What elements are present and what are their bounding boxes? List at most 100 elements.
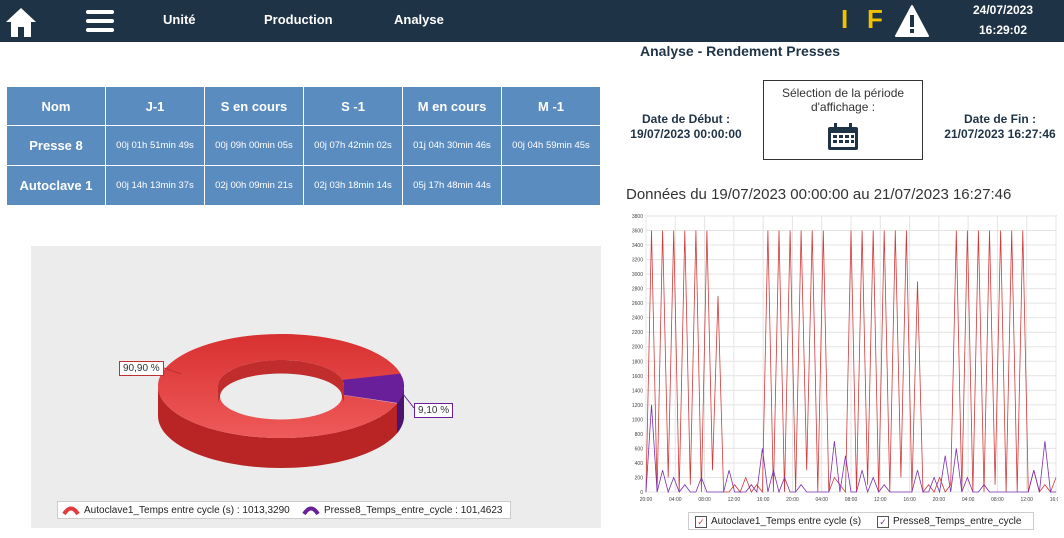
- table-cell: 00j 07h 42min 02s: [303, 125, 403, 166]
- table-header-cell: M en cours: [402, 86, 502, 126]
- donut-slice: [157, 334, 401, 439]
- y-tick-label: 3800: [632, 214, 643, 220]
- legend-series-name: Autoclave1_Temps entre cycle (s): [84, 505, 235, 516]
- legend-series-value: 101,4623: [460, 505, 503, 516]
- donut-legend: Autoclave1_Temps entre cycle (s) : 1013,…: [57, 501, 511, 519]
- table-header-cell: Nom: [6, 86, 106, 126]
- start-date-value: 19/07/2023 00:00:00: [630, 127, 742, 141]
- y-tick-label: 3200: [632, 258, 643, 264]
- table-row: Presse 8 00j 01h 51min 49s 00j 09h 00min…: [6, 125, 601, 166]
- y-tick-label: 2800: [632, 287, 643, 293]
- legend-series-value: 1013,3290: [242, 505, 290, 516]
- y-tick-label: 400: [635, 461, 644, 467]
- table-header-cell: J-1: [105, 86, 205, 126]
- y-tick-label: 1200: [632, 403, 643, 409]
- y-tick-label: 2000: [632, 345, 643, 351]
- table-row: Autoclave 1 00j 14h 13min 37s 02j 00h 09…: [6, 165, 601, 206]
- period-selector-button[interactable]: Sélection de la période d'affichage :: [763, 80, 923, 160]
- header-date: 24/07/2023: [972, 3, 1034, 17]
- series-line: [645, 404, 1056, 494]
- y-tick-label: 3000: [632, 272, 643, 278]
- legend-swatch-presse: [302, 506, 320, 515]
- legend-series-name: Presse8_Temps_entre_cycle: [324, 505, 453, 516]
- legend-label-presse-line: Presse8_Temps_entre_cycle: [893, 516, 1022, 527]
- legend-swatch-autoclave: [62, 506, 80, 515]
- leader-line: [163, 367, 182, 375]
- x-tick-label: 16:00: [757, 497, 770, 503]
- y-tick-label: 3400: [632, 243, 643, 249]
- y-tick-label: 1600: [632, 374, 643, 380]
- table-cell: 00j 14h 13min 37s: [105, 165, 205, 206]
- series-line: [645, 230, 1057, 494]
- end-date-value: 21/07/2023 16:27:46: [944, 127, 1056, 141]
- x-tick-label: 20:00: [786, 497, 799, 503]
- y-tick-label: 3600: [632, 229, 643, 235]
- legend-label-presse: Presse8_Temps_entre_cycle : 101,4623: [324, 505, 503, 516]
- x-tick-label: 04:00: [962, 497, 975, 503]
- y-tick-label: 0: [640, 490, 643, 496]
- table-header-cell: M -1: [501, 86, 601, 126]
- table-cell: 00j 01h 51min 49s: [105, 125, 205, 166]
- table-header-row: Nom J-1 S en cours S -1 M en cours M -1: [6, 86, 601, 126]
- table-cell: 00j 09h 00min 05s: [204, 125, 304, 166]
- nav-unite[interactable]: Unité: [163, 12, 196, 27]
- logo-letter-f: F: [867, 4, 883, 34]
- legend-label-autoclave: Autoclave1_Temps entre cycle (s) : 1013,…: [84, 505, 290, 516]
- x-tick-label: 16:00: [903, 497, 916, 503]
- table-cell: 05j 17h 48min 44s: [402, 165, 502, 206]
- header-time: 16:29:02: [978, 23, 1028, 37]
- line-chart-legend: ✓ Autoclave1_Temps entre cycle (s) ✓ Pre…: [688, 512, 1034, 530]
- donut-side-wall-presse: [396, 386, 404, 434]
- data-range-title: Données du 19/07/2023 00:00:00 au 21/07/…: [626, 186, 1012, 203]
- y-tick-label: 1400: [632, 388, 643, 394]
- slice-label-autoclave: 90,90 %: [119, 361, 164, 376]
- period-selector-label: Sélection de la période d'affichage :: [781, 86, 905, 114]
- logo-letter-i: I: [841, 4, 849, 34]
- table-cell: 01j 04h 30min 46s: [402, 125, 502, 166]
- warning-icon[interactable]: [894, 4, 930, 38]
- x-tick-label: 08:00: [698, 497, 711, 503]
- x-tick-label: 12:00: [874, 497, 887, 503]
- row-name-cell: Presse 8: [6, 125, 106, 166]
- top-bar: Unité Production Analyse I F 24/07/2023 …: [0, 0, 1064, 42]
- x-tick-label: 20:00: [640, 497, 653, 503]
- x-tick-label: 08:00: [991, 497, 1004, 503]
- x-tick-label: 16:00: [1050, 497, 1058, 503]
- y-tick-label: 600: [635, 446, 644, 452]
- table-header-cell: S en cours: [204, 86, 304, 126]
- x-tick-label: 04:00: [815, 497, 828, 503]
- y-tick-label: 2600: [632, 301, 643, 307]
- home-icon[interactable]: [4, 5, 38, 39]
- menu-icon[interactable]: [86, 10, 114, 34]
- line-chart: 0 200 400 600 800 1000 1200 1400 1600 1800 2000 220…: [632, 214, 1058, 503]
- x-tick-label: 04:00: [669, 497, 682, 503]
- y-tick-label: 1000: [632, 417, 643, 423]
- y-tick-label: 2200: [632, 330, 643, 336]
- slice-label-presse: 9,10 %: [414, 403, 454, 418]
- y-tick-label: 2400: [632, 316, 643, 322]
- nav-production[interactable]: Production: [264, 12, 333, 27]
- start-date-label: Date de Début :: [641, 112, 730, 126]
- x-tick-label: 08:00: [845, 497, 858, 503]
- table-cell: 02j 03h 18min 14s: [303, 165, 403, 206]
- calendar-icon: [828, 123, 858, 150]
- x-tick-label: 12:00: [1020, 497, 1033, 503]
- table-cell: 02j 00h 09min 21s: [204, 165, 304, 206]
- nav-analyse[interactable]: Analyse: [394, 12, 444, 27]
- x-tick-label: 20:00: [933, 497, 946, 503]
- series-toggle-presse[interactable]: ✓: [877, 516, 889, 528]
- donut-hole-wall: [218, 360, 344, 404]
- donut-slice: [340, 373, 405, 403]
- table-cell: [501, 165, 601, 206]
- table-cell: 00j 04h 59min 45s: [501, 125, 601, 166]
- legend-label-autoclave-line: Autoclave1_Temps entre cycle (s): [711, 516, 862, 527]
- x-tick-label: 12:00: [728, 497, 741, 503]
- stats-table: Nom J-1 S en cours S -1 M en cours M -1 …: [6, 86, 601, 206]
- leader-line: [402, 393, 415, 409]
- page-title: Analyse - Rendement Presses: [640, 43, 840, 59]
- row-name-cell: Autoclave 1: [6, 165, 106, 206]
- end-date-label: Date de Fin :: [963, 112, 1036, 126]
- y-tick-label: 200: [635, 475, 644, 481]
- series-toggle-autoclave[interactable]: ✓: [695, 516, 707, 528]
- donut-hole: [220, 373, 342, 420]
